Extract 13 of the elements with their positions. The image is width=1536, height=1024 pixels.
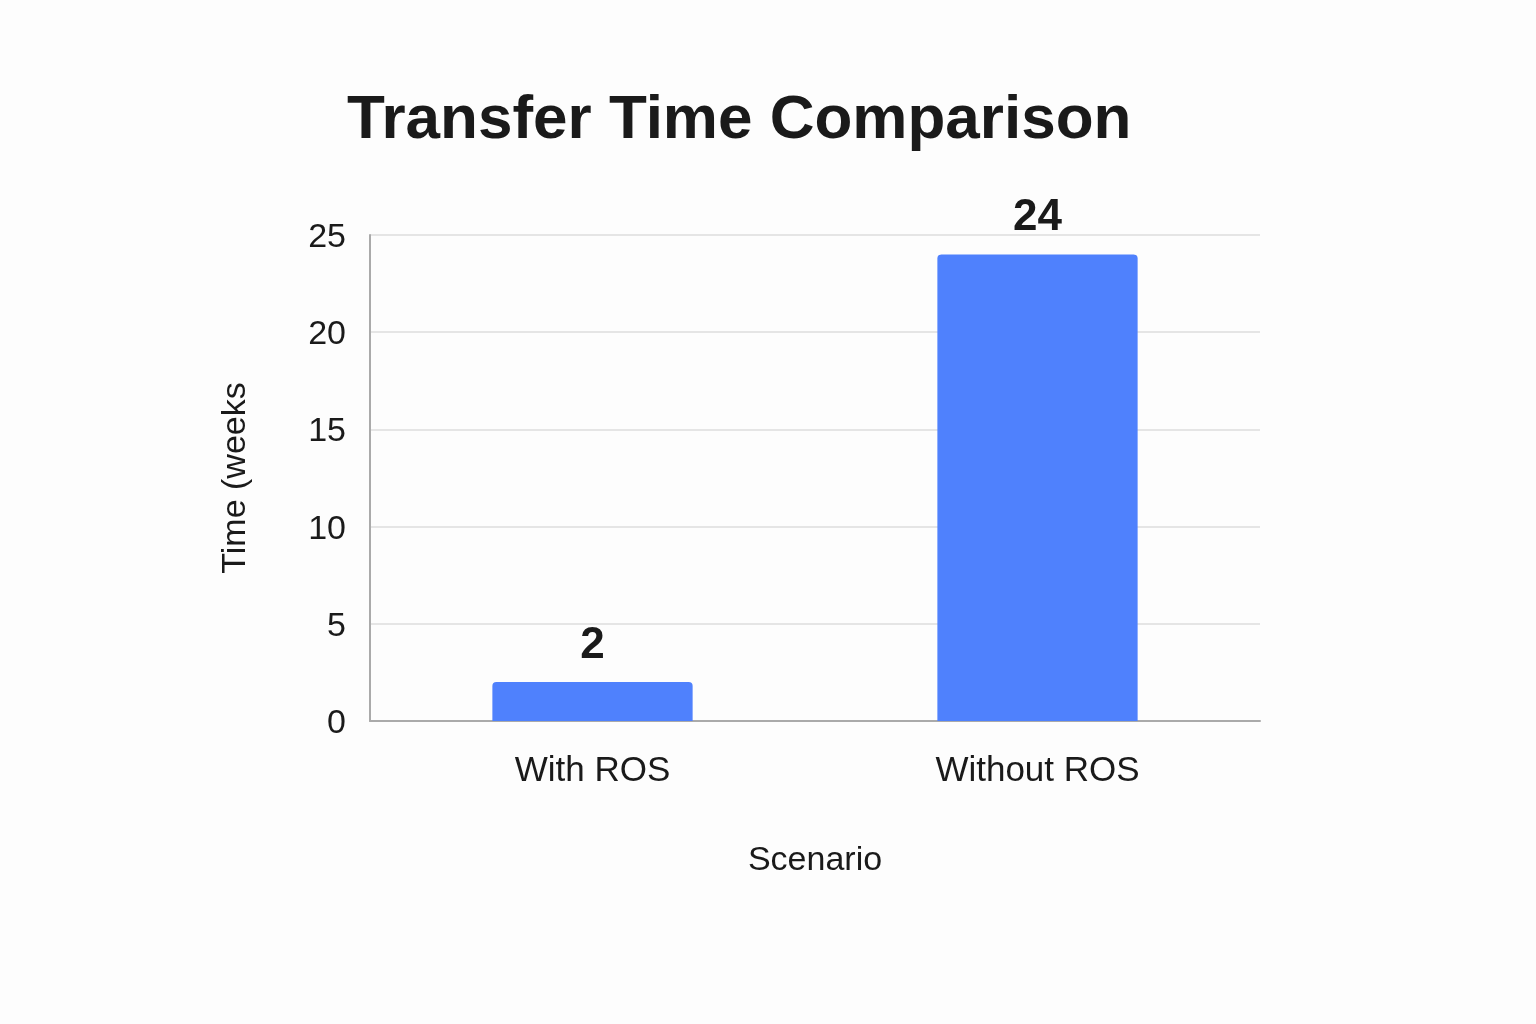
x-tick-label: With ROS: [514, 749, 671, 788]
y-tick-label: 10: [308, 507, 346, 546]
chart-title: Transfer Time Comparison: [347, 81, 1132, 151]
data-label: 2: [580, 617, 605, 667]
y-tick-label: 5: [327, 604, 346, 643]
x-axis-title: Scenario: [747, 839, 883, 877]
x-tick-label: Without ROS: [935, 749, 1140, 788]
y-axis-title: Time (weeks: [214, 382, 252, 574]
y-tick-label: 25: [308, 216, 346, 254]
y-tick-label: 15: [308, 410, 346, 449]
y-tick-label: 20: [308, 313, 346, 352]
data-label: 24: [1013, 189, 1063, 239]
y-tick-label: 0: [327, 702, 346, 740]
